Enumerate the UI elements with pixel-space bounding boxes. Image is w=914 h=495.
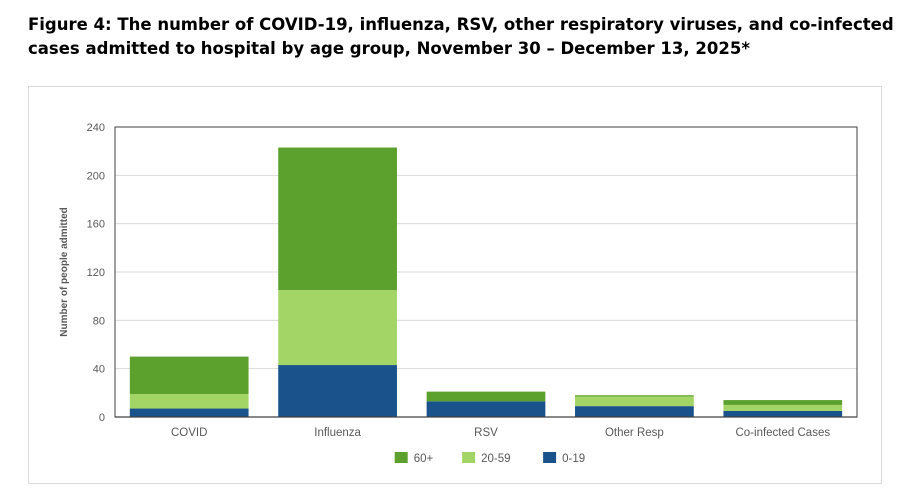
x-category-label: RSV xyxy=(474,427,498,439)
y-tick-label: 0 xyxy=(99,412,105,424)
bar-2059-covid xyxy=(129,394,249,409)
x-category-label: COVID xyxy=(171,427,207,439)
legend-label: 0-19 xyxy=(562,453,585,465)
legend-swatch-019 xyxy=(543,452,557,463)
bar-019-covid xyxy=(129,408,249,417)
bar-60-other-resp xyxy=(575,395,694,397)
x-category-label: Influenza xyxy=(314,427,361,439)
bar-019-influenza xyxy=(278,365,397,417)
bar-2059-influenza xyxy=(278,290,397,366)
figure-title-bold: Figure 4: The number of COVID-19, influe… xyxy=(28,15,894,58)
legend-label: 60+ xyxy=(414,453,434,465)
bar-019-other-resp xyxy=(575,406,694,417)
bar-2059-other-resp xyxy=(575,396,694,407)
y-tick-label: 120 xyxy=(87,267,105,279)
y-tick-label: 80 xyxy=(93,315,105,327)
figure-title-dates: November 30 – December 13, 2025* xyxy=(410,39,750,58)
y-tick-label: 160 xyxy=(87,219,105,231)
bar-60-influenza xyxy=(278,147,397,291)
chart: 0 40 80 120 160 200 240 Number of people admitt… xyxy=(59,122,858,465)
figure-title: Figure 4: The number of COVID-19, influe… xyxy=(28,13,898,61)
y-tick-label: 240 xyxy=(87,122,105,134)
x-category-label: Co-infected Cases xyxy=(735,427,830,439)
legend-label: 20-59 xyxy=(481,453,510,465)
y-tick-label: 40 xyxy=(93,364,105,376)
y-tick-label: 200 xyxy=(87,170,105,182)
bar-019-rsv xyxy=(426,401,546,417)
bar-2059-co-infected-cases xyxy=(723,404,843,411)
bar-60-covid xyxy=(129,356,249,395)
legend-swatch-2059 xyxy=(462,452,476,463)
bar-60-co-infected-cases xyxy=(723,400,843,405)
bar-019-co-infected-cases xyxy=(723,410,843,417)
y-axis-title: Number of people admitted xyxy=(59,207,70,336)
bar-60-rsv xyxy=(426,391,546,402)
legend-swatch-60 xyxy=(394,452,408,463)
chart-frame: 0 40 80 120 160 200 240 Number of people admitt… xyxy=(28,86,882,484)
x-category-label: Other Resp xyxy=(605,427,664,439)
